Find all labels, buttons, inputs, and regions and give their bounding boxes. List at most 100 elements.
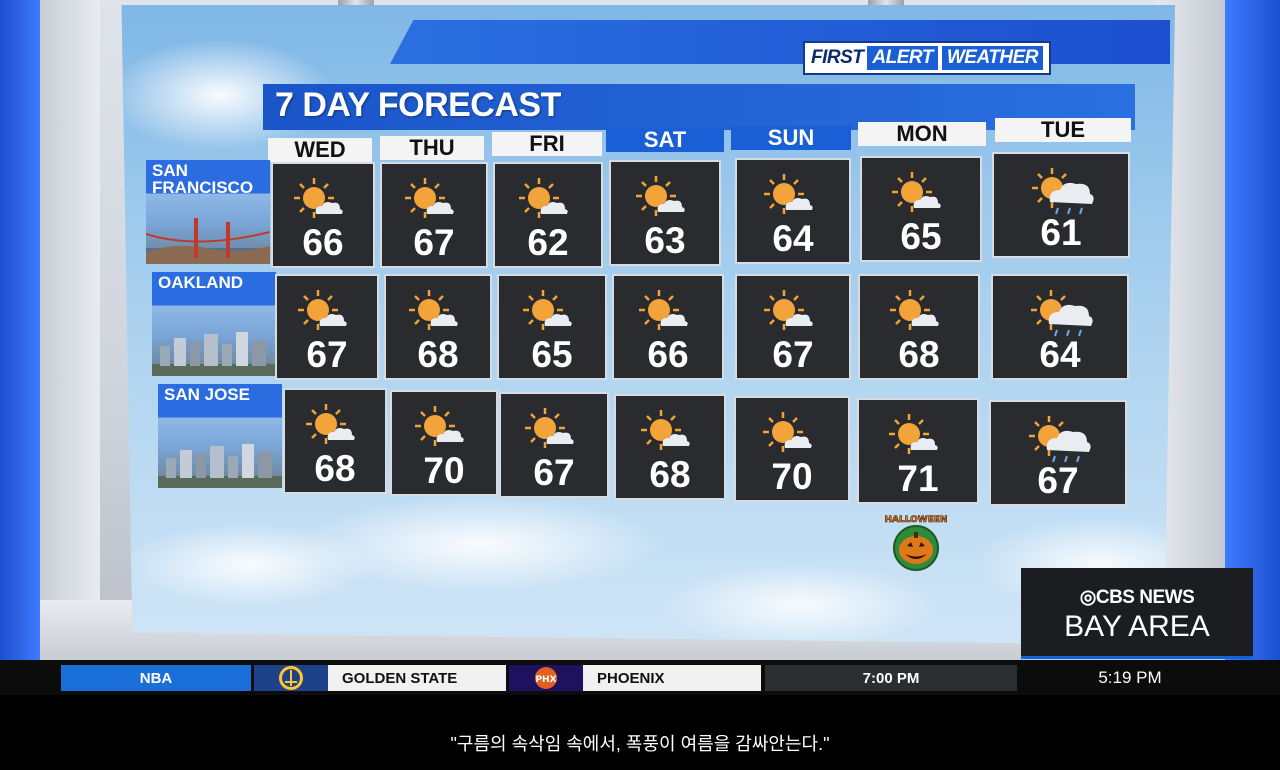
day-header: SUN [731,125,851,150]
forecast-cell: 68 [384,274,492,380]
day-header: WED [268,137,372,162]
temperature: 67 [533,452,575,493]
league-label: NBA [61,665,251,691]
city-name: OAKLAND [158,273,243,292]
forecast-cell: 67 [735,274,851,380]
temperature: 68 [649,454,691,495]
showers-icon [1032,168,1094,215]
temperature: 65 [900,216,942,257]
temperature: 64 [772,218,814,259]
bay-area-label: BAY AREA [1064,610,1210,643]
forecast-cell: 67 [275,274,379,380]
partly-sunny-icon [889,414,938,454]
forecast-cell: 70 [734,396,850,502]
temperature: 70 [771,456,813,497]
partly-sunny-icon [892,172,941,212]
temperature: 66 [302,222,344,263]
forecast-cell: 68 [858,274,980,380]
forecast-cell: 67 [989,400,1127,506]
city-panel: OAKLAND [152,272,276,376]
showers-icon [1029,416,1091,463]
left-wall [40,0,100,660]
city-photo-icon [158,444,282,488]
forecast-title: 7 DAY FORECAST [275,86,561,124]
current-time: 5:19 PM [1098,668,1162,687]
brand-first: FIRST [811,47,864,68]
forecast-cell: 68 [614,394,726,500]
studio-background: FIRST ALERT WEATHER 7 DAY FORECAST WED TH… [0,0,1280,660]
temperature: 62 [527,222,569,263]
suns-logo-icon: PHX [509,665,583,691]
partly-sunny-icon [405,178,454,218]
forecast-cell: 70 [390,390,498,496]
forecast-cell: 64 [735,158,851,264]
forecast-cell: 64 [991,274,1129,380]
temperature: 61 [1040,212,1082,253]
temperature: 68 [898,334,940,375]
forecast-cell: 66 [612,274,724,380]
forecast-cell: 67 [499,392,609,498]
temperature: 66 [647,334,689,375]
partly-sunny-icon [764,174,813,214]
partly-sunny-icon [636,176,685,216]
partly-sunny-icon [764,290,813,330]
city-photo-icon [152,332,276,376]
brand-alert: ALERT [867,46,938,70]
game-time: 7:00 PM [765,665,1017,691]
partly-sunny-icon [415,406,464,446]
partly-sunny-icon [519,178,568,218]
partly-sunny-icon [641,410,690,450]
city-photo-icon [146,218,270,264]
city-panel: SAN JOSE [158,384,282,488]
temperature: 67 [413,222,455,263]
partly-sunny-icon [523,290,572,330]
forecast-cell: 66 [271,162,375,268]
forecast-cell: 71 [857,398,979,504]
forecast-cell: 63 [609,160,721,266]
header-band [390,20,1170,64]
brand-weather: WEATHER [941,46,1044,70]
partly-sunny-icon [294,178,343,218]
temperature: 64 [1039,334,1081,375]
left-blue-pillar [0,0,40,660]
forecast-cell: 68 [283,388,387,494]
temperature: 63 [644,220,686,261]
team1-name: GOLDEN STATE [328,665,506,691]
temperature: 68 [314,448,356,489]
first-alert-weather-logo: FIRST ALERT WEATHER [803,41,1052,75]
city-name: SAN FRANCISCO [152,161,254,197]
day-header: TUE [995,117,1131,142]
subtitle-caption: "구름의 속삭임 속에서, 폭풍이 여름을 감싸안는다." [450,734,830,754]
temperature: 67 [1037,460,1079,501]
showers-icon [1031,290,1093,337]
team2-name: PHOENIX [583,665,761,691]
partly-sunny-icon [890,290,939,330]
city-panel: SAN FRANCISCO [146,160,270,264]
partly-sunny-icon [298,290,347,330]
right-blue-pillar [1225,0,1280,660]
partly-sunny-icon [525,408,574,448]
cbs-news-bay-area-bug: ◎CBS NEWS BAY AREA [1021,568,1253,659]
temperature: 71 [897,458,939,499]
warriors-logo-icon [254,665,328,691]
temperature: 68 [417,334,459,375]
forecast-cell: 65 [497,274,607,380]
suns-logo-text: PHX [535,675,556,685]
partly-sunny-icon [763,412,812,452]
day-header: FRI [492,131,602,156]
day-header: THU [380,135,484,160]
cbs-eye-icon: ◎ [1079,587,1097,608]
temperature: 70 [423,450,465,491]
temperature: 67 [306,334,348,375]
temperature: 65 [531,334,573,375]
day-header: SAT [606,127,724,152]
cbs-news-label: ◎CBS NEWS [1079,587,1195,608]
city-name: SAN JOSE [164,385,250,404]
halloween-pumpkin-icon: HALLOWEEN [884,515,948,571]
sports-ticker: NBA GOLDEN STATE PHX PHOENIX 7:00 PM 5:1… [0,660,1280,695]
forecast-cell: 67 [380,162,488,268]
temperature: 67 [772,334,814,375]
forecast-cell: 61 [992,152,1130,258]
day-header: MON [858,121,986,146]
forecast-cell: 62 [493,162,603,268]
